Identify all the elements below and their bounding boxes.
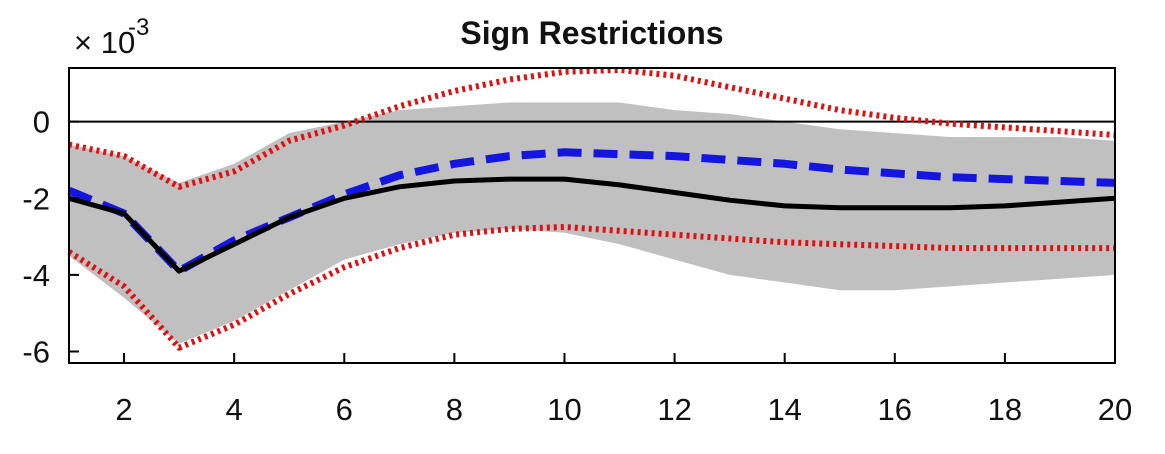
x-tick-label: 2	[115, 392, 132, 427]
x-tick-label: 8	[446, 392, 463, 427]
y-tick-label: 0	[33, 105, 50, 140]
series-line-dotted-3	[67, 224, 1115, 351]
x-tick-label: 14	[767, 392, 801, 427]
plot-frame	[68, 67, 1116, 364]
y-exponent-power: -3	[128, 14, 149, 41]
y-exponent-base: × 10	[74, 25, 135, 60]
x-tick-label: 12	[657, 392, 691, 427]
x-tick-label: 16	[878, 392, 912, 427]
x-tick-label: 4	[226, 392, 243, 427]
x-tick-label: 18	[988, 392, 1022, 427]
series-line-solid-0	[68, 176, 1116, 274]
confidence-band	[69, 102, 1115, 344]
x-tick-label: 20	[1098, 392, 1132, 427]
x-tick-label: 10	[547, 392, 581, 427]
y-tick-label: -2	[22, 181, 50, 216]
series-line-dotted-2	[68, 66, 1116, 190]
x-tick-label: 6	[336, 392, 353, 427]
y-tick-label: -6	[22, 335, 50, 370]
y-tick-label: -4	[22, 258, 50, 293]
chart-title: Sign Restrictions	[460, 15, 723, 51]
plot-area: 2 4 6 8 10 12 14 16 18 20 0 -2 -4 -6	[22, 66, 1132, 427]
series-line-dashed-1	[67, 148, 1116, 276]
y-exponent-label: × 10 -3	[74, 14, 149, 60]
